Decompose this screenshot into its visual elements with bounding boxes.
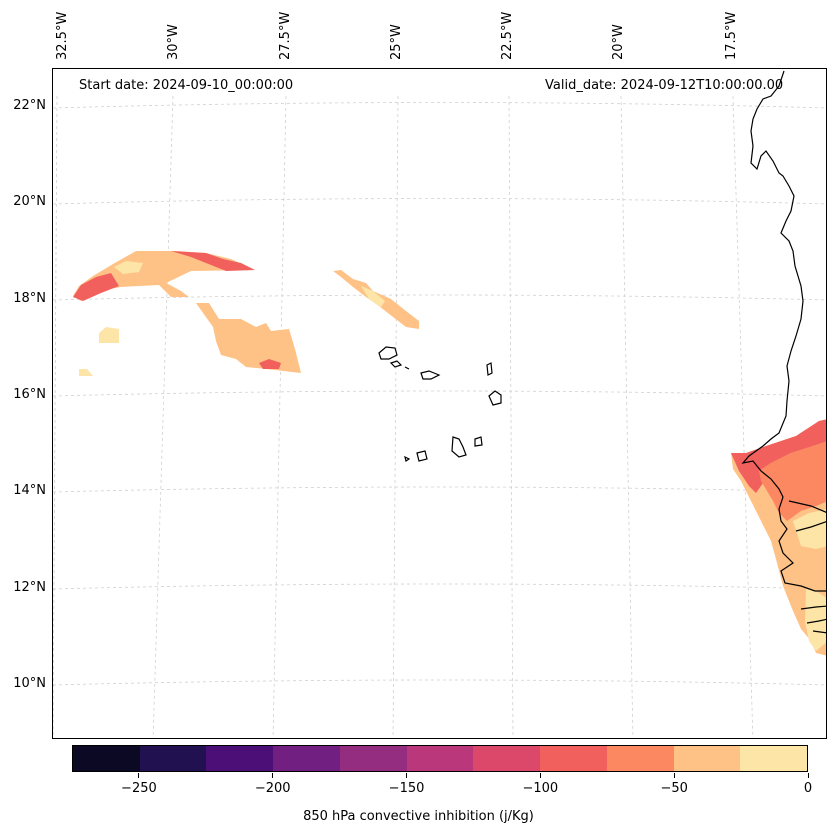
colorbar-segment — [473, 746, 541, 771]
lon-label-30w: 30°W — [166, 24, 181, 60]
lon-label-25w: 25°W — [389, 24, 404, 60]
start-date-label: Start date: 2024-09-10_00:00:00 — [79, 78, 294, 93]
colorbar-tick — [272, 773, 274, 778]
island-fogo — [416, 450, 428, 462]
lat-label-22n: 22°N — [13, 98, 46, 113]
lat-label-16n: 16°N — [13, 387, 46, 402]
cin-coast-pale-south — [805, 589, 826, 651]
lon-label-27.5w: 27.5°W — [278, 11, 293, 60]
parallel-10n — [53, 679, 826, 686]
meridian-22.5w — [508, 95, 514, 738]
colorbar-segment — [339, 746, 407, 771]
lon-label-32.5w: 32.5°W — [55, 11, 70, 60]
colorbar-tick — [539, 773, 541, 778]
meridian-30w — [152, 95, 174, 738]
colorbar-tick-label: −50 — [660, 781, 688, 796]
colorbar-segment — [273, 746, 340, 771]
lat-label-12n: 12°N — [13, 580, 46, 595]
colorbar-tick-label: 0 — [803, 781, 813, 796]
cin-patch-small-b — [79, 369, 93, 376]
cin-coast-red — [731, 419, 826, 493]
graticule — [53, 95, 826, 738]
colorbar-segment — [673, 746, 741, 771]
meridian-20w — [620, 95, 634, 738]
colorbar-tick — [138, 773, 140, 778]
parallel-18n — [53, 294, 826, 301]
colorbar — [72, 745, 808, 772]
gambia-river — [795, 521, 826, 532]
cin-patch-central-west-red — [259, 359, 281, 369]
cin-streak-northeast-pale — [361, 286, 385, 307]
meridian-32.5w — [53, 95, 58, 738]
lon-label-22.5w: 22.5°W — [500, 11, 515, 60]
cin-coast-pale — [793, 509, 826, 549]
colorbar-segment — [206, 746, 274, 771]
colorbar-segment — [606, 746, 674, 771]
lat-label-18n: 18°N — [13, 291, 46, 306]
valid-date-label: Valid_date: 2024-09-12T10:00:00.00 — [545, 78, 784, 93]
colorbar-segment — [740, 746, 808, 771]
map-canvas[interactable] — [53, 69, 827, 739]
parallel-20n — [53, 198, 826, 205]
island-sao-nicolau — [420, 370, 441, 380]
coastlines — [378, 70, 826, 634]
island-sal — [486, 362, 493, 376]
lon-label-20w: 20°W — [611, 24, 626, 60]
colorbar-tick-label: −150 — [388, 781, 425, 796]
colorbar-tick-label: −250 — [121, 781, 157, 796]
lat-label-14n: 14°N — [13, 483, 46, 498]
colorbar-tick — [406, 773, 408, 778]
island-boa-vista — [488, 390, 502, 406]
lat-label-10n: 10°N — [13, 676, 46, 691]
island-sao-vicente — [389, 360, 403, 368]
meridian-27.5w — [272, 95, 287, 738]
cin-coast-orange — [759, 441, 826, 521]
parallel-12n — [53, 583, 826, 590]
colorbar-segment — [406, 746, 474, 771]
cin-patch-central-west — [196, 303, 301, 373]
cin-band-northwest-pale — [114, 261, 143, 274]
cin-band-northwest-red-east — [171, 251, 255, 271]
colorbar-segment — [139, 746, 207, 771]
island-santa-luzia — [404, 366, 410, 370]
island-santo-antao — [378, 346, 398, 360]
cin-band-northwest-red — [73, 273, 119, 301]
colorbar-segment — [540, 746, 607, 771]
parallel-16n — [53, 390, 826, 397]
island-maio — [474, 436, 483, 447]
meridian-17.5w — [732, 95, 754, 738]
colorbar-tick-label: −200 — [254, 781, 291, 796]
colorbar-segment — [73, 746, 140, 771]
cin-contours — [73, 251, 826, 656]
meridian-25w — [392, 95, 399, 738]
island-brava — [404, 455, 411, 462]
parallel-22n — [53, 102, 826, 109]
africa-coastline — [741, 70, 826, 592]
africa-coast-inlet — [788, 500, 826, 513]
map-panel[interactable] — [52, 68, 827, 739]
island-santiago — [451, 436, 467, 458]
lat-label-20n: 20°N — [13, 194, 46, 209]
colorbar-tick — [807, 773, 809, 778]
parallel-14n — [53, 486, 826, 493]
lon-label-17.5w: 17.5°W — [724, 11, 739, 60]
colorbar-tick-label: −100 — [522, 781, 559, 796]
colorbar-title: 850 hPa convective inhibition (j/Kg) — [303, 809, 534, 824]
cin-patch-small-a — [99, 327, 119, 343]
colorbar-tick — [673, 773, 675, 778]
bissagos-coast — [800, 605, 826, 634]
